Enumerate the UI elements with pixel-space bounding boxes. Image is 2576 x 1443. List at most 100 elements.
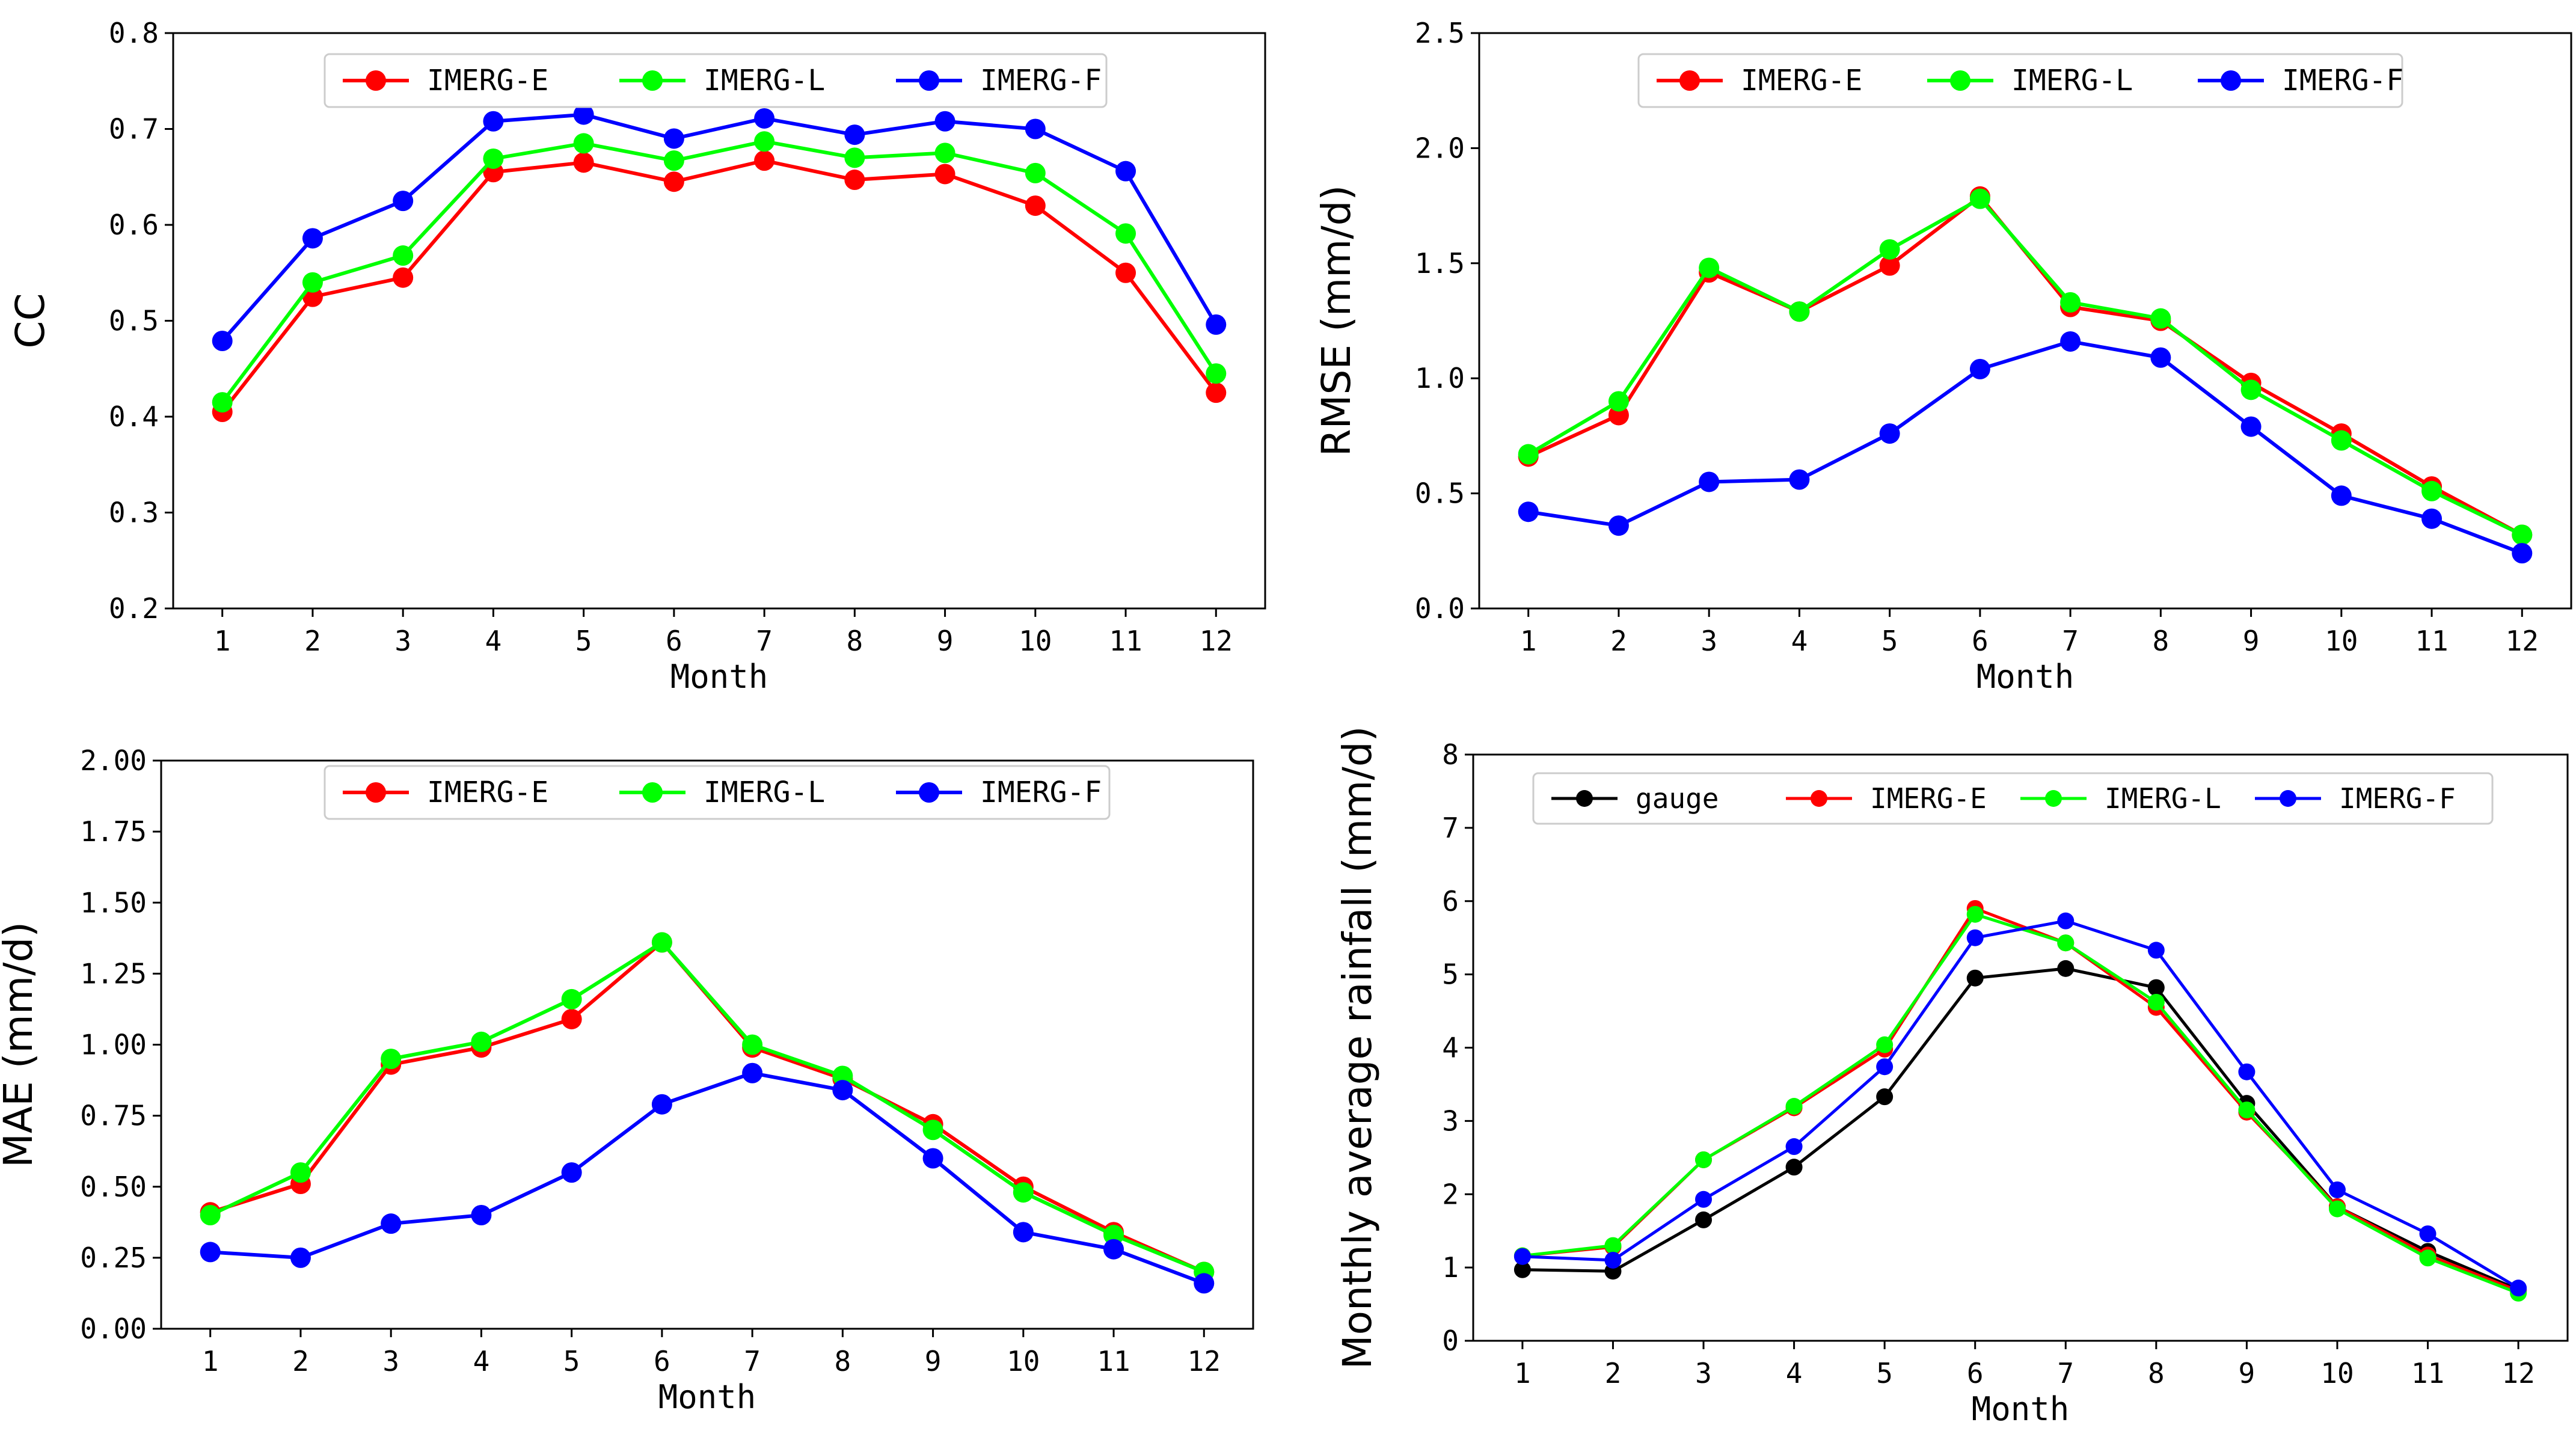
y-tick-label: 6 xyxy=(1442,885,1459,918)
series-line xyxy=(1527,197,2523,537)
data-point xyxy=(1695,1190,1713,1208)
data-point xyxy=(2328,1200,2346,1218)
data-point xyxy=(1879,255,1900,276)
x-tick-label: 4 xyxy=(473,1345,490,1377)
x-tick-label: 5 xyxy=(563,1345,580,1377)
x-tick-label: 11 xyxy=(2411,1357,2444,1389)
data-point xyxy=(302,228,323,249)
data-point xyxy=(742,1034,763,1055)
y-tick-label: 1 xyxy=(1442,1251,1459,1284)
series-line xyxy=(1528,339,2523,555)
series-line xyxy=(221,112,1218,342)
data-point xyxy=(663,128,684,149)
y-tick-label: 0.5 xyxy=(1415,477,1465,510)
data-point xyxy=(1966,929,1984,946)
data-point xyxy=(1966,969,1984,987)
data-point xyxy=(844,124,865,146)
data-point xyxy=(1699,471,1720,492)
chart-panel-1: 0.20.30.40.50.60.70.81 2 3 4 5 6 7 8 9 10 11 12Mont… xyxy=(7,17,1266,696)
data-point xyxy=(1206,363,1227,384)
data-point xyxy=(561,1162,582,1183)
data-point xyxy=(381,1213,402,1234)
data-point xyxy=(212,392,233,413)
data-point xyxy=(754,131,775,152)
legend-label: IMERG-E xyxy=(1870,782,1987,815)
legend-swatch-marker xyxy=(919,70,939,91)
data-point xyxy=(1513,1248,1531,1265)
legend-swatch-marker xyxy=(1576,790,1593,807)
legend-label: IMERG-F xyxy=(2339,782,2456,815)
x-tick-label: 8 xyxy=(2148,1357,2165,1389)
x-tick-label: 1 xyxy=(1520,625,1537,657)
y-tick-label: 0.75 xyxy=(80,1100,147,1132)
x-tick-label: 8 xyxy=(846,625,863,657)
y-tick-label: 0 xyxy=(1442,1325,1459,1357)
legend-label: IMERG-F xyxy=(2282,64,2403,97)
chart-panel-3: 0.000.250.500.751.001.251.501.752.001 2 3 4… xyxy=(0,744,1254,1416)
data-point xyxy=(1115,161,1136,182)
data-point xyxy=(2238,1101,2256,1119)
x-tick-label: 8 xyxy=(834,1345,851,1377)
data-point xyxy=(934,142,955,164)
x-tick-label: 4 xyxy=(1791,625,1808,657)
x-tick-label: 10 xyxy=(2320,1357,2354,1389)
x-tick-label: 2 xyxy=(304,625,321,657)
x-tick-label: 8 xyxy=(2152,625,2169,657)
data-point xyxy=(302,272,323,293)
y-tick-label: 1.50 xyxy=(80,886,147,919)
y-tick-label: 1.0 xyxy=(1415,362,1465,394)
x-tick-label: 6 xyxy=(666,625,682,657)
data-point xyxy=(2512,524,2533,545)
data-point xyxy=(2147,942,2165,959)
y-tick-label: 0.7 xyxy=(109,113,159,146)
data-point xyxy=(1206,314,1227,335)
data-point xyxy=(1789,301,1810,322)
x-tick-label: 10 xyxy=(1019,625,1052,657)
x-tick-label: 5 xyxy=(575,625,592,657)
data-point xyxy=(663,150,684,171)
data-point xyxy=(2060,331,2081,352)
legend-label: IMERG-F xyxy=(980,64,1102,97)
legend-label: IMERG-E xyxy=(427,64,548,97)
data-point xyxy=(1879,239,1900,260)
data-point xyxy=(1608,391,1629,412)
series-line xyxy=(221,159,1218,413)
x-tick-label: 7 xyxy=(744,1345,761,1377)
plot-frame xyxy=(1472,753,2569,1342)
y-tick-label: 0.00 xyxy=(80,1313,147,1345)
y-tick-label: 2.5 xyxy=(1415,17,1465,49)
data-point xyxy=(1785,1098,1803,1115)
x-axis-label: Month xyxy=(1976,658,2075,696)
legend-box xyxy=(324,53,1108,108)
x-tick-label: 6 xyxy=(1967,1357,1984,1389)
y-tick-label: 2.00 xyxy=(80,744,147,777)
data-point xyxy=(2419,1249,2436,1267)
x-tick-label: 9 xyxy=(937,625,954,657)
data-point xyxy=(573,152,594,173)
data-point xyxy=(922,1120,943,1141)
x-tick-label: 1 xyxy=(202,1345,219,1377)
x-tick-label: 3 xyxy=(394,625,411,657)
legend-box xyxy=(1532,772,2494,825)
data-point xyxy=(1518,501,1539,522)
data-point xyxy=(1115,223,1136,244)
data-point xyxy=(651,1094,672,1115)
series-gauge xyxy=(1513,960,2527,1298)
data-point xyxy=(1025,162,1046,183)
data-point xyxy=(393,245,414,266)
data-point xyxy=(1025,195,1046,216)
plot-frame xyxy=(172,32,1266,610)
x-tick-label: 10 xyxy=(1007,1345,1040,1377)
legend: IMERG-E IMERG-L IMERG-F xyxy=(324,765,1111,820)
x-tick-label: 7 xyxy=(756,625,773,657)
data-point xyxy=(844,170,865,191)
x-tick-label: 2 xyxy=(292,1345,309,1377)
series-imerg-l xyxy=(212,131,1227,413)
data-point xyxy=(663,171,684,192)
data-point xyxy=(742,1062,763,1083)
data-point xyxy=(471,1031,492,1052)
series-imerg-f xyxy=(1513,912,2527,1297)
data-point xyxy=(1103,1239,1124,1260)
data-point xyxy=(2331,485,2352,506)
